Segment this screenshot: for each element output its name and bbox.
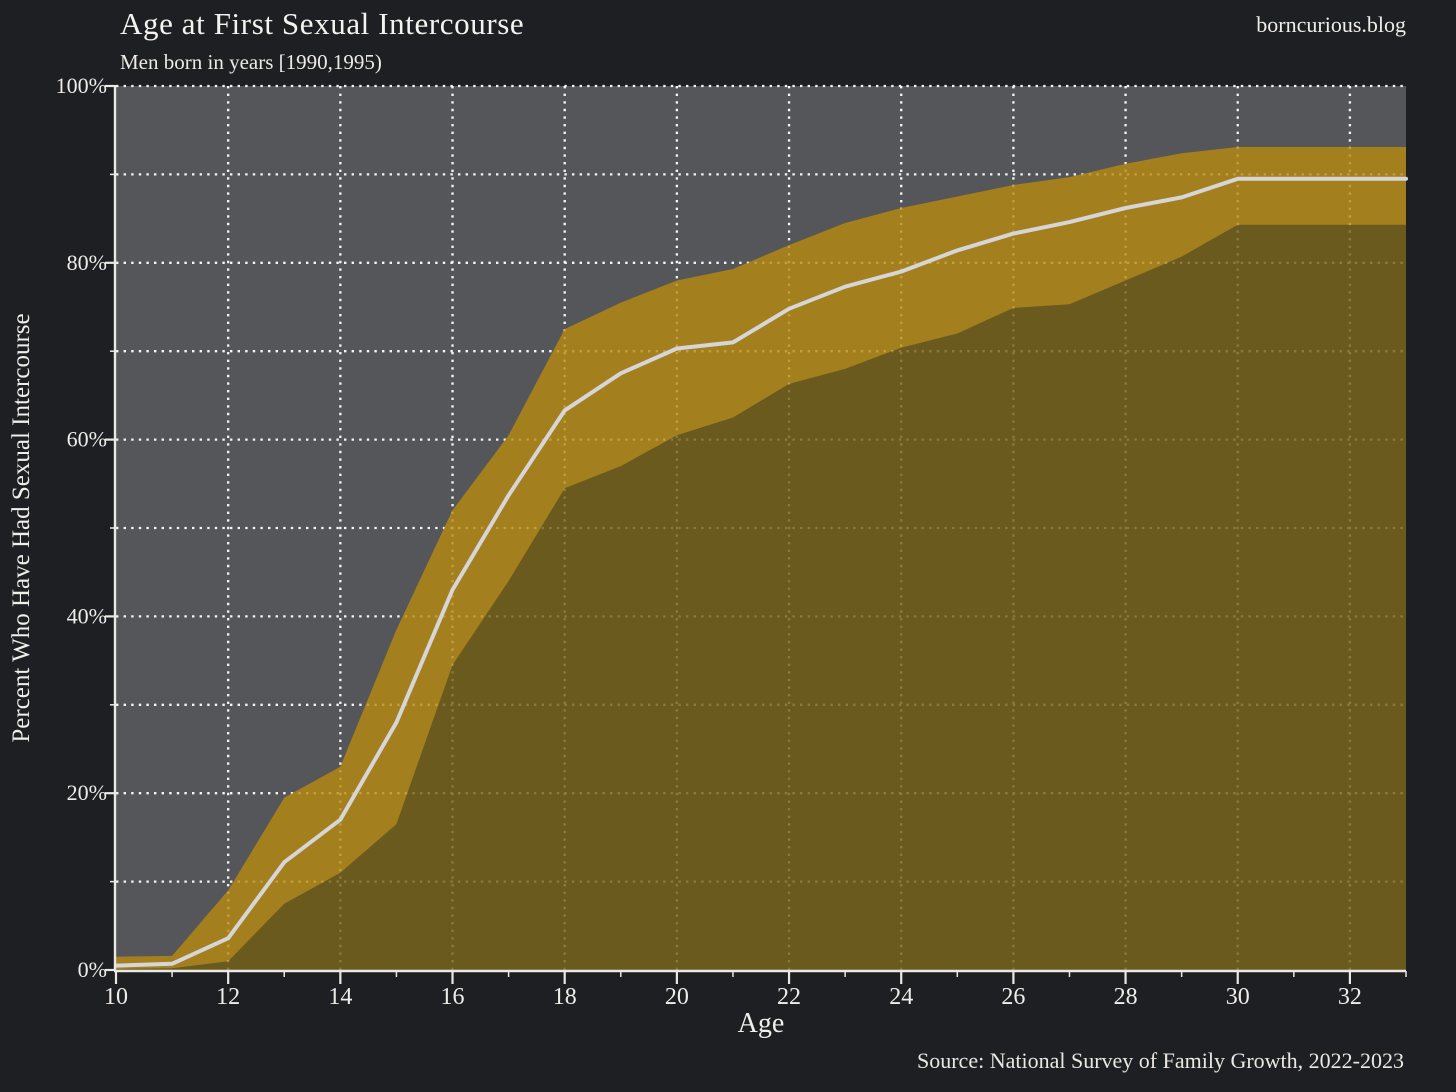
x-tick-label: 30 bbox=[1226, 984, 1250, 1010]
x-tick-label: 10 bbox=[104, 984, 128, 1010]
y-tick-label: 60% bbox=[67, 427, 107, 452]
x-tick-label: 24 bbox=[889, 984, 913, 1010]
y-tick-label: 0% bbox=[78, 957, 107, 982]
x-tick-label: 20 bbox=[665, 984, 689, 1010]
x-tick-label: 28 bbox=[1114, 984, 1138, 1010]
y-tick-label: 80% bbox=[67, 250, 107, 275]
chart-title: Age at First Sexual Intercourse bbox=[120, 6, 525, 41]
plot-area: 10 12 14 16 18 20 22 24 26 28 30 32 0% 20% 40% 60% 80% 10… bbox=[56, 73, 1408, 1010]
x-tick-label: 14 bbox=[328, 984, 352, 1010]
lower-estimate-area bbox=[116, 224, 1406, 971]
x-tick-label: 12 bbox=[216, 984, 240, 1010]
y-tick-label: 100% bbox=[56, 73, 107, 98]
confidence-band bbox=[116, 147, 1406, 970]
chart-subtitle: Men born in years [1990,1995) bbox=[120, 50, 382, 74]
x-tick-label: 26 bbox=[1001, 984, 1025, 1010]
x-tick-label: 18 bbox=[553, 984, 577, 1010]
source-note: Source: National Survey of Family Growth… bbox=[917, 1048, 1404, 1073]
x-tick-label: 16 bbox=[441, 984, 465, 1010]
y-tick-label: 20% bbox=[67, 780, 107, 805]
y-tick-label: 40% bbox=[67, 603, 107, 628]
watermark-blog-name: borncurious.blog bbox=[1256, 12, 1406, 37]
estimate-line bbox=[114, 176, 1408, 968]
x-axis-title: Age bbox=[737, 1008, 785, 1039]
x-tick-label: 32 bbox=[1338, 984, 1362, 1010]
x-tick-label: 22 bbox=[777, 984, 801, 1010]
